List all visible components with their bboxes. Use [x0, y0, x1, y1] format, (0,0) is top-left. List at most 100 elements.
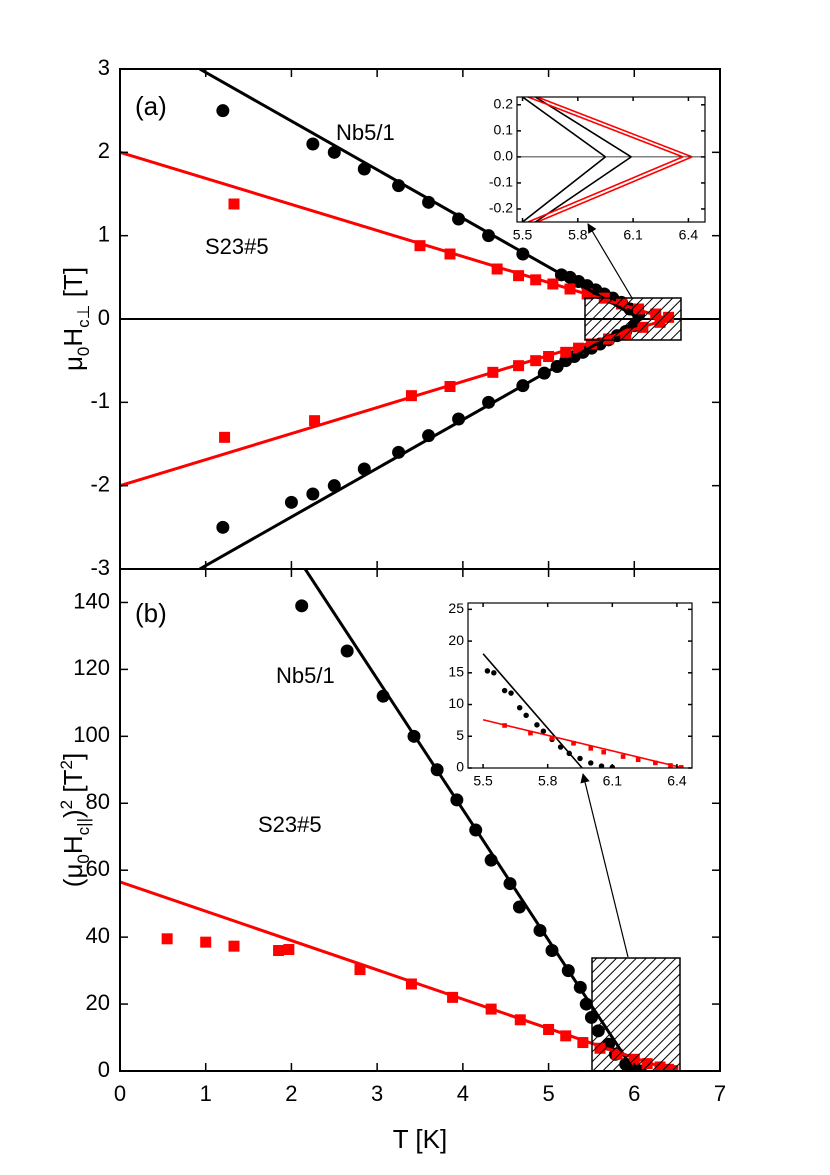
y-tick-label: 1: [98, 221, 110, 246]
fit-line: [198, 317, 642, 569]
zoom-arrow: [587, 223, 633, 299]
data-point: [306, 487, 320, 501]
data-point: [283, 944, 295, 956]
x-tick-label: 4: [457, 1081, 469, 1106]
x-tick-label: 5.8: [568, 227, 588, 243]
y-axis-title-part: ): [58, 809, 88, 818]
data-point: [414, 240, 426, 252]
panel-label: (a): [135, 91, 167, 121]
x-tick-label: 5: [542, 1081, 554, 1106]
y-tick-label: 0.0: [494, 148, 514, 164]
y-axis-title-part: H: [58, 835, 88, 854]
y-tick-label: 2: [98, 138, 110, 163]
data-point: [447, 991, 459, 1003]
data-point: [601, 749, 607, 755]
y-tick-label: 0.1: [494, 122, 514, 138]
y-tick-label: 15: [448, 664, 464, 680]
data-point: [560, 346, 572, 358]
zoom-box: [584, 297, 682, 341]
x-tick-label: 0: [114, 1081, 126, 1106]
fit-line: [120, 317, 670, 488]
data-point: [405, 978, 417, 990]
zoom-box: [591, 957, 681, 1072]
y-tick-label: 3: [98, 55, 110, 80]
x-tick-label: 7: [714, 1081, 726, 1106]
y-tick-label: -1: [90, 388, 110, 413]
y-tick-label: 0: [98, 305, 110, 330]
data-point: [306, 137, 320, 151]
data-point: [284, 495, 298, 509]
y-axis-title-part: [T: [58, 769, 88, 799]
y-axis-title-part: 2: [57, 800, 76, 809]
x-tick-label: 6.1: [623, 227, 643, 243]
data-point: [534, 722, 540, 728]
fit-line: [482, 718, 684, 768]
y-tick-label: -0.2: [489, 200, 513, 216]
x-tick-label: 5.5: [513, 227, 533, 243]
x-axis-title: T [K]: [393, 1124, 447, 1154]
y-tick-label: 5: [456, 727, 464, 743]
data-point: [273, 945, 285, 957]
x-tick-label: 5.5: [473, 773, 493, 789]
data-point: [588, 760, 594, 766]
annotation: S23#5: [205, 234, 269, 259]
data-point: [545, 944, 559, 958]
data-point: [577, 755, 583, 762]
x-tick-label: 6.4: [679, 227, 699, 243]
y-tick-label: 20: [86, 990, 110, 1015]
y-tick-label: 140: [73, 588, 110, 613]
data-point: [513, 270, 525, 282]
plot-frame: [516, 96, 706, 223]
fit-line: [482, 653, 583, 768]
x-tick-label: 6: [628, 1081, 640, 1106]
data-point: [216, 104, 230, 118]
data-point: [635, 757, 641, 763]
insets: -0.2 -0.1 0.0 0.1 0.2 5.5 5.8 6.1 6.4 0 5 10 15 20 25 5…: [448, 96, 706, 789]
data-point: [295, 599, 309, 613]
annotation: S23#5: [258, 812, 322, 837]
y-tick-label: 0.2: [494, 96, 514, 112]
y-tick-label: -0.1: [489, 174, 513, 190]
data-point: [549, 735, 555, 741]
fit-line: [527, 156, 684, 222]
y-axis-title: μ0Hc⊥ [T]: [58, 267, 93, 371]
y-axis-title-part: μ: [58, 356, 88, 371]
y-axis-title-part: 2: [57, 760, 76, 769]
data-point: [577, 1037, 589, 1049]
data-point: [340, 644, 354, 658]
fit-line: [534, 156, 632, 222]
y-axis-title-part: c⊥: [74, 305, 93, 328]
fit-line: [535, 97, 632, 158]
data-point: [540, 728, 547, 734]
y-tick-label: 40: [86, 923, 110, 948]
data-point: [508, 690, 514, 696]
y-axis-title: (μ0Hc||)2 [T2]: [57, 753, 93, 887]
y-axis-title-part: ]: [58, 753, 88, 760]
data-point: [484, 668, 491, 674]
y-tick-label: -3: [90, 555, 110, 580]
data-point: [491, 670, 497, 676]
y-tick-label: 10: [448, 695, 464, 711]
annotation: Nb5/1: [336, 120, 395, 145]
data-point: [327, 145, 341, 159]
y-axis-title-part: 0: [74, 347, 93, 356]
y-axis-title-part: c||: [74, 818, 93, 835]
data-point: [516, 704, 523, 711]
data-point: [528, 730, 533, 736]
data-point: [228, 940, 240, 952]
data-point: [327, 479, 341, 493]
fit-line: [527, 97, 684, 158]
fit-line: [198, 69, 642, 321]
data-point: [620, 754, 626, 759]
x-tick-label: 6.1: [603, 773, 623, 789]
fit-line: [120, 150, 670, 321]
plot: [517, 97, 705, 222]
data-point: [678, 765, 684, 768]
y-axis-title-part: [T]: [58, 267, 88, 305]
y-axis-title-part: 0: [74, 854, 93, 863]
fit-line: [120, 880, 674, 1071]
data-point: [228, 198, 240, 210]
y-tick-label: 100: [73, 722, 110, 747]
y-tick-label: 0: [98, 1057, 110, 1082]
data-point: [573, 342, 585, 354]
